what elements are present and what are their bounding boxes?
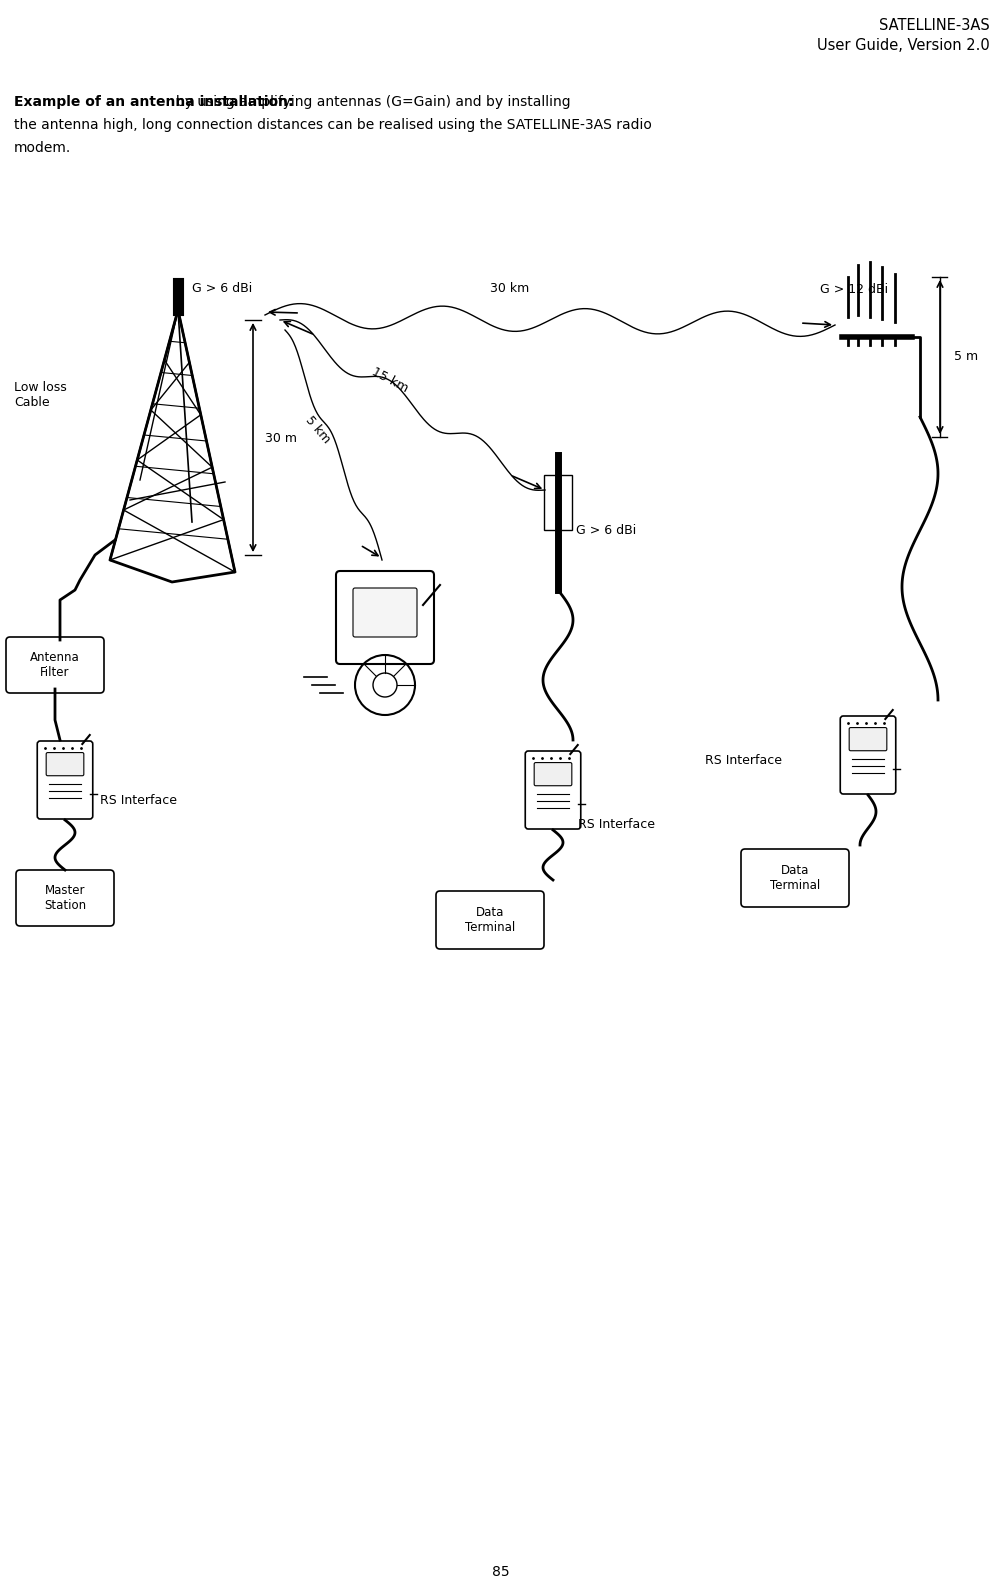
Text: 30 km: 30 km [490, 282, 529, 295]
Text: Low loss
Cable: Low loss Cable [14, 381, 67, 408]
FancyBboxPatch shape [740, 849, 848, 908]
Text: G > 12 dBi: G > 12 dBi [820, 282, 887, 297]
FancyBboxPatch shape [6, 636, 104, 692]
FancyBboxPatch shape [534, 762, 571, 786]
FancyBboxPatch shape [16, 869, 114, 927]
FancyBboxPatch shape [353, 589, 417, 636]
Text: 85: 85 [492, 1565, 509, 1579]
FancyBboxPatch shape [336, 571, 434, 664]
Bar [543, 475, 571, 530]
Text: RS Interface: RS Interface [577, 818, 654, 831]
Text: SATELLINE-3AS: SATELLINE-3AS [879, 18, 989, 33]
FancyBboxPatch shape [525, 751, 580, 829]
Text: Antenna
Filter: Antenna Filter [30, 651, 80, 679]
Text: Master
Station: Master Station [44, 884, 86, 912]
Text: 5 km: 5 km [303, 413, 333, 447]
Text: User Guide, Version 2.0: User Guide, Version 2.0 [817, 38, 989, 53]
Text: 15 km: 15 km [370, 365, 410, 396]
FancyBboxPatch shape [46, 753, 84, 775]
Text: G > 6 dBi: G > 6 dBi [191, 282, 252, 295]
FancyBboxPatch shape [37, 742, 92, 818]
Text: by using amplifying antennas (G=Gain) and by installing: by using amplifying antennas (G=Gain) an… [14, 96, 570, 108]
Text: Data
Terminal: Data Terminal [770, 864, 820, 892]
FancyBboxPatch shape [436, 892, 543, 949]
Text: G > 6 dBi: G > 6 dBi [575, 523, 635, 536]
Text: Data
Terminal: Data Terminal [464, 906, 515, 935]
Text: 5 m: 5 m [953, 351, 977, 364]
Text: Example of an antenna installation:: Example of an antenna installation: [14, 96, 294, 108]
FancyBboxPatch shape [849, 727, 886, 751]
Text: the antenna high, long connection distances can be realised using the SATELLINE-: the antenna high, long connection distan… [14, 118, 651, 132]
Text: RS Interface: RS Interface [704, 753, 782, 767]
FancyBboxPatch shape [840, 716, 895, 794]
Text: 30 m: 30 m [265, 432, 297, 445]
Text: modem.: modem. [14, 140, 71, 155]
Text: RS Interface: RS Interface [100, 793, 176, 807]
